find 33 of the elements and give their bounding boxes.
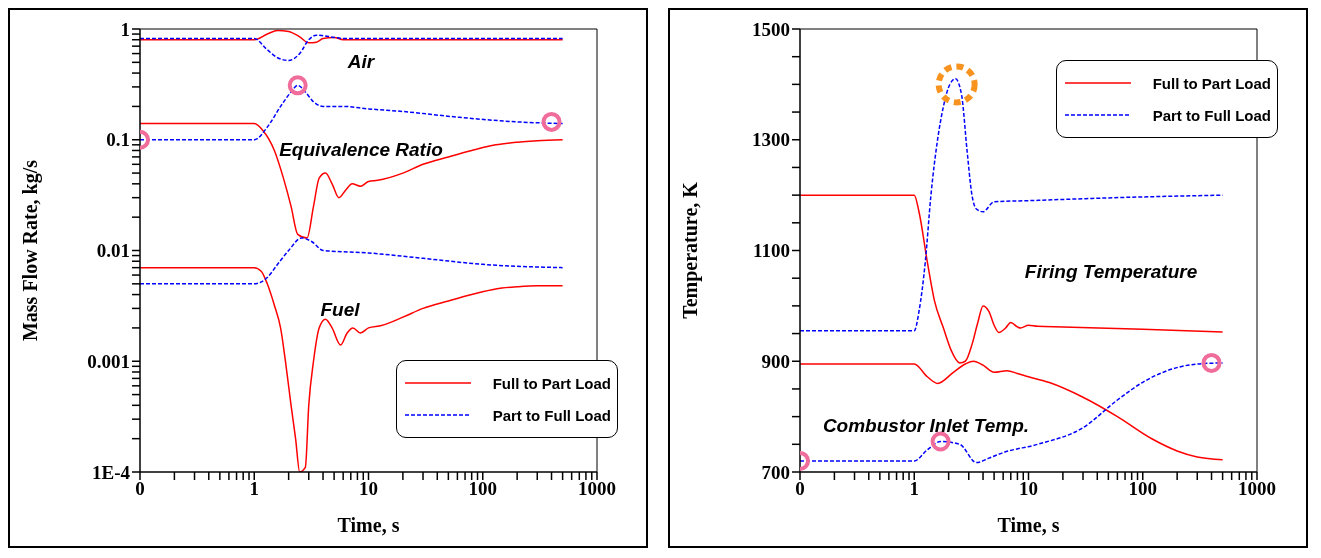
annotation: Fuel <box>320 299 360 321</box>
legend-label: Full to Part Load <box>492 374 611 392</box>
y-tick-label: 0.001 <box>87 350 130 372</box>
y-tick-label: 700 <box>761 461 790 483</box>
x-tick-label: 0 <box>135 478 145 500</box>
y-axis-title: Temperature, K <box>679 181 703 319</box>
y-axis-title: Mass Flow Rate, kg/s <box>19 159 43 342</box>
y-tick-label: 1500 <box>752 18 790 40</box>
x-tick-label: 100 <box>1128 478 1157 500</box>
x-tick-label: 10 <box>359 478 378 500</box>
legend-label: Part to Full Load <box>492 406 611 424</box>
y-tick-label: 1E-4 <box>92 461 131 483</box>
x-tick-label: 1 <box>249 478 259 500</box>
y-tick-label: 1100 <box>753 240 790 262</box>
annotation: Firing Temperature <box>1024 261 1198 283</box>
x-tick-label: 10 <box>1019 478 1038 500</box>
x-tick-label: 1000 <box>1238 478 1276 500</box>
x-tick-label: 100 <box>468 478 497 500</box>
legend-label: Full to Part Load <box>1152 74 1271 92</box>
y-tick-label: 0.1 <box>106 129 130 151</box>
annotation: Combustor Inlet Temp. <box>822 415 1030 437</box>
annotation: Equivalence Ratio <box>279 139 443 161</box>
x-tick-label: 1000 <box>578 478 616 500</box>
y-tick-label: 1300 <box>752 129 790 151</box>
y-tick-label: 900 <box>761 350 790 372</box>
y-tick-label: 0.01 <box>96 240 130 262</box>
annotation: Air <box>347 51 375 73</box>
x-axis-title: Time, s <box>337 514 400 536</box>
x-tick-label: 1 <box>909 478 919 500</box>
x-tick-label: 0 <box>795 478 805 500</box>
y-tick-label: 1 <box>120 18 130 40</box>
legend-label: Part to Full Load <box>1152 106 1271 124</box>
x-axis-title: Time, s <box>997 514 1060 536</box>
